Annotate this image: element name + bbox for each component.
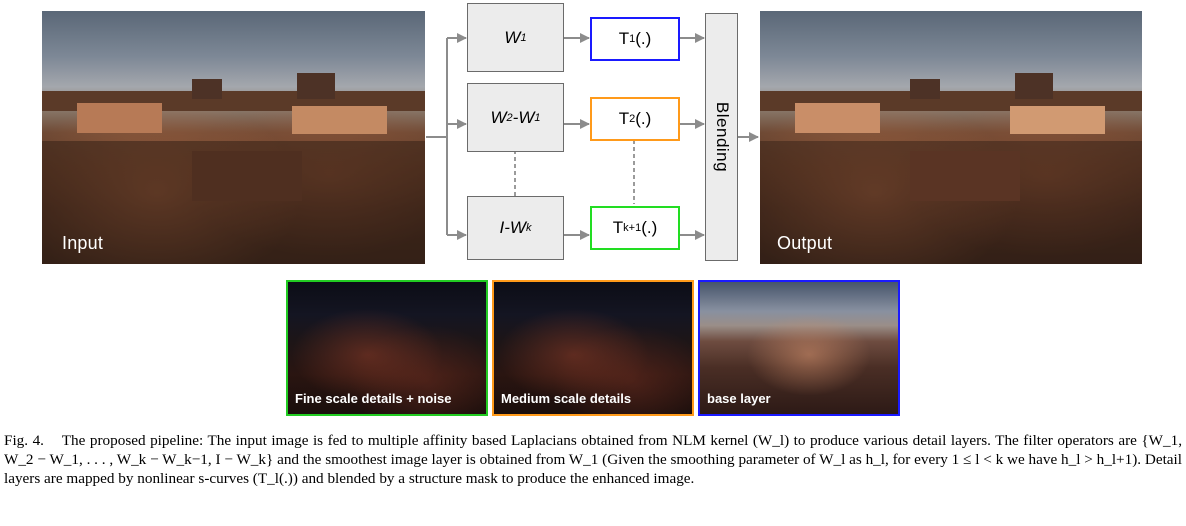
pipeline-arrows [426,33,759,240]
filter-w1-base: W [504,27,521,47]
layer-fine-details: Fine scale details + noise [286,280,488,416]
filter-w2-sub: 2 [506,111,513,124]
filter-w1-sub: 1 [520,31,527,44]
filter-w2-suffix: -W [512,107,535,127]
layer-base: base layer [698,280,900,416]
operator-t1-base: T [618,29,630,48]
layer-fine-label: Fine scale details + noise [295,391,452,406]
operator-t2: T 2 (.) [590,97,680,141]
filter-iwk-sub: k [525,222,532,234]
blending-box: Blending [705,13,738,261]
operator-t2-base: T [618,109,630,128]
operator-tk1-sub: k+1 [623,222,642,234]
input-label: Input [62,233,104,253]
output-label: Output [777,233,833,253]
blending-label: Blending [712,101,732,173]
operator-t1-suffix: (.) [635,29,652,48]
filter-w2-minus-w1: W 2 -W 1 [467,83,564,152]
operator-t2-sub: 2 [629,113,636,125]
layer-medium-label: Medium scale details [501,391,632,406]
operator-tk1-base: T [612,218,624,237]
filter-w2-sub2: 1 [534,111,541,124]
operator-tk1-suffix: (.) [641,218,658,237]
layer-medium-details: Medium scale details [492,280,694,416]
output-image: Output [760,11,1142,264]
filter-i-minus-wk: I-W k [467,196,564,260]
figure-caption: Fig. 4. The proposed pipeline: The input… [4,431,1182,488]
operator-t1: T 1 (.) [590,17,680,61]
operator-t2-suffix: (.) [635,109,652,128]
caption-gap [44,432,62,449]
caption-text: The proposed pipeline: The input image i… [4,432,1186,487]
input-image: Input [42,11,425,264]
caption-fig-number: Fig. 4. [4,432,44,449]
filter-iwk-base: I-W [499,218,526,237]
layer-base-label: base layer [707,391,771,406]
operator-t1-sub: 1 [629,33,636,45]
filter-w2-base: W [490,107,507,127]
